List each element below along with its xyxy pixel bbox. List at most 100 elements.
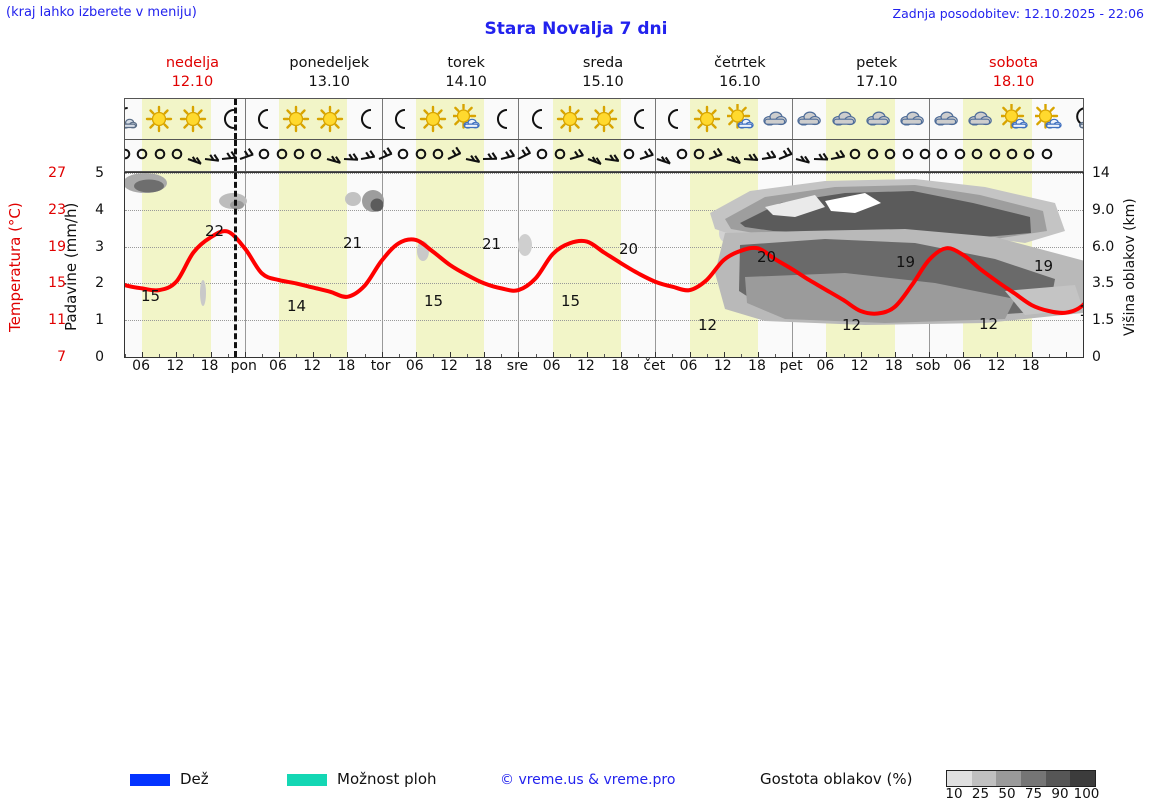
sun-cloud-icon bbox=[453, 104, 481, 134]
temperature-value-label: 22 bbox=[205, 222, 224, 240]
current-time-marker bbox=[234, 99, 237, 139]
temperature-tick: 7 bbox=[32, 349, 66, 365]
wind-barb-icon bbox=[516, 143, 534, 167]
wind-calm-icon bbox=[533, 143, 551, 167]
wind-calm-icon bbox=[986, 143, 1004, 167]
time-tick-label: 12 bbox=[577, 358, 595, 374]
temperature-value-label: 20 bbox=[757, 248, 776, 266]
temperature-tick: 19 bbox=[32, 239, 66, 255]
day-name: petek bbox=[808, 54, 945, 73]
cloud-icon bbox=[898, 104, 926, 134]
wind-barb-icon bbox=[586, 143, 604, 167]
legend: Dež Možnost ploh © vreme.us & vreme.pro … bbox=[0, 382, 1152, 422]
copyright-link[interactable]: © vreme.us & vreme.pro bbox=[500, 772, 675, 788]
wind-calm-icon bbox=[1038, 143, 1056, 167]
cloud-density-step-25 bbox=[972, 771, 997, 786]
time-tick-label: sob bbox=[916, 358, 941, 374]
wind-barb-icon bbox=[238, 143, 256, 167]
wind-calm-icon bbox=[307, 143, 325, 167]
precipitation-tick: 1 bbox=[88, 312, 104, 328]
time-tick-label: 12 bbox=[303, 358, 321, 374]
wind-barb-icon bbox=[377, 143, 395, 167]
wind-calm-icon bbox=[551, 143, 569, 167]
sun-cloud-icon bbox=[1035, 104, 1063, 134]
temperature-tick: 15 bbox=[32, 275, 66, 291]
wind-barb-icon bbox=[342, 143, 360, 167]
time-tick-label: 12 bbox=[714, 358, 732, 374]
moon-icon bbox=[624, 104, 652, 134]
wind-barb-icon bbox=[638, 143, 656, 167]
wind-barb-icon bbox=[742, 143, 760, 167]
precipitation-tick: 5 bbox=[88, 165, 104, 181]
day-date: 13.10 bbox=[261, 73, 398, 92]
sun-icon bbox=[693, 104, 721, 134]
temperature-value-label: 14 bbox=[1079, 302, 1084, 320]
wind-barb-icon bbox=[777, 143, 795, 167]
precipitation-tick: 0 bbox=[88, 349, 104, 365]
time-tick-label: 18 bbox=[337, 358, 355, 374]
sun-icon bbox=[590, 104, 618, 134]
day-separator bbox=[655, 99, 656, 139]
time-tick-label: čet bbox=[643, 358, 665, 374]
rain-color-swatch bbox=[130, 774, 170, 786]
forecast-plot: 152214211521152012201219121914 bbox=[124, 172, 1084, 358]
time-tick-label: 06 bbox=[680, 358, 698, 374]
wind-calm-icon bbox=[412, 143, 430, 167]
temperature-value-label: 20 bbox=[619, 240, 638, 258]
rain-legend-label: Dež bbox=[180, 770, 209, 788]
cloud-height-tick: 3.5 bbox=[1092, 275, 1126, 291]
moon-icon bbox=[248, 104, 276, 134]
day-date: 14.10 bbox=[398, 73, 535, 92]
wind-calm-icon bbox=[968, 143, 986, 167]
day-date: 15.10 bbox=[535, 73, 672, 92]
last-update-text: Zadnja posodobitev: 12.10.2025 - 22:06 bbox=[893, 6, 1144, 21]
wind-barb-icon bbox=[812, 143, 830, 167]
precipitation-tick: 3 bbox=[88, 239, 104, 255]
cloud-icon bbox=[795, 104, 823, 134]
time-tick-label: 12 bbox=[166, 358, 184, 374]
temperature-tick: 11 bbox=[32, 312, 66, 328]
day-separator bbox=[382, 99, 383, 139]
time-tick-label: 18 bbox=[201, 358, 219, 374]
time-tick-label: 18 bbox=[611, 358, 629, 374]
moon-icon bbox=[658, 104, 686, 134]
cloud-density-tick-label: 25 bbox=[972, 786, 989, 802]
cloud-height-tick: 14 bbox=[1092, 165, 1126, 181]
temperature-value-label: 15 bbox=[424, 292, 443, 310]
precipitation-tick: 2 bbox=[88, 275, 104, 291]
day-date: 17.10 bbox=[808, 73, 945, 92]
day-date: 12.10 bbox=[124, 73, 261, 92]
wind-calm-icon bbox=[1003, 143, 1021, 167]
wind-barb-icon bbox=[325, 143, 343, 167]
moon-cloud-icon bbox=[124, 104, 139, 134]
sky-condition-panel bbox=[124, 98, 1084, 140]
cloud-icon bbox=[761, 104, 789, 134]
precipitation-tick: 4 bbox=[88, 202, 104, 218]
temperature-tick: 27 bbox=[32, 165, 66, 181]
sun-cloud-icon bbox=[727, 104, 755, 134]
wind-barb-icon bbox=[568, 143, 586, 167]
time-tick-label: 18 bbox=[1022, 358, 1040, 374]
wind-calm-icon bbox=[881, 143, 899, 167]
wind-calm-icon bbox=[429, 143, 447, 167]
wind-calm-icon bbox=[620, 143, 638, 167]
day-name: torek bbox=[398, 54, 535, 73]
day-separator bbox=[792, 99, 793, 139]
wind-barb-icon bbox=[655, 143, 673, 167]
day-separator bbox=[245, 99, 246, 139]
day-separator bbox=[518, 99, 519, 139]
cloud-icon bbox=[864, 104, 892, 134]
showers-legend-label: Možnost ploh bbox=[337, 770, 437, 788]
sun-icon bbox=[179, 104, 207, 134]
day-name: ponedeljek bbox=[261, 54, 398, 73]
cloud-height-tick: 9.0 bbox=[1092, 202, 1126, 218]
current-time-marker bbox=[234, 140, 237, 171]
moon-icon bbox=[214, 104, 242, 134]
